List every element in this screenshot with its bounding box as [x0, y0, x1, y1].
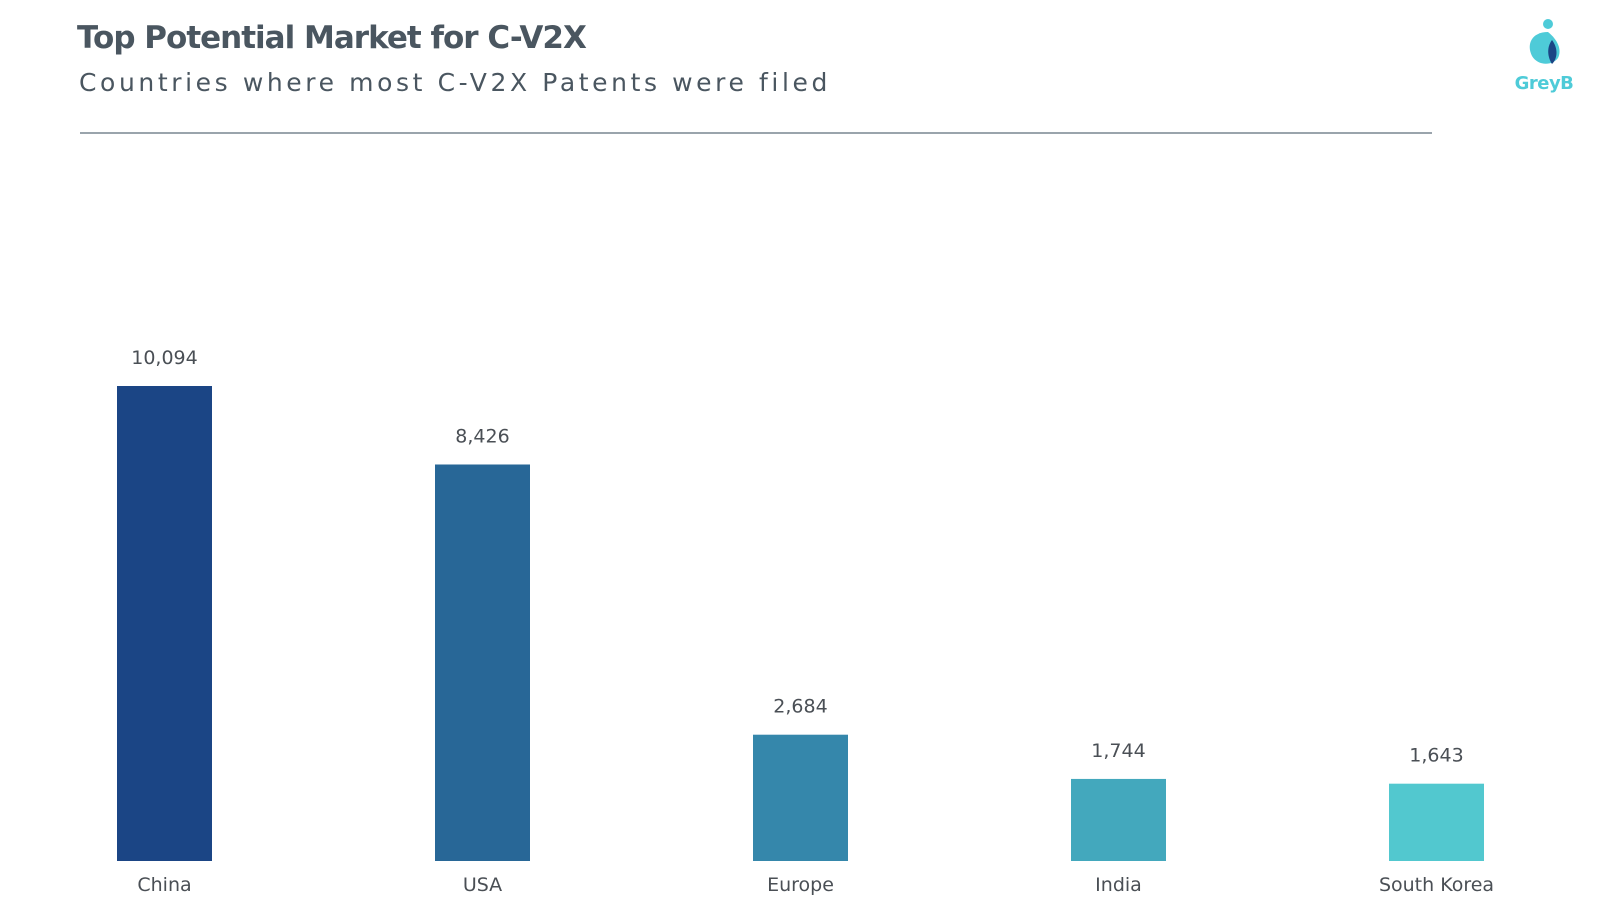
chart-title: Top Potential Market for C-V2X	[77, 20, 587, 56]
category-label: India	[1095, 874, 1142, 896]
category-label: Europe	[767, 874, 834, 896]
category-label: China	[137, 874, 191, 896]
bar-value-label: 8,426	[455, 425, 509, 447]
category-label: South Korea	[1379, 874, 1494, 896]
chart-subtitle: Countries where most C-V2X Patents were …	[79, 68, 831, 97]
logo-text: GreyB	[1514, 73, 1574, 94]
bar-europe	[753, 734, 848, 861]
bar-value-label: 1,643	[1409, 745, 1463, 767]
bar-value-label: 2,684	[773, 696, 827, 718]
header-divider	[80, 132, 1432, 134]
bar-india	[1071, 778, 1166, 861]
bar-china	[117, 386, 212, 861]
bar-usa	[435, 464, 530, 861]
bar-south-korea	[1389, 783, 1484, 861]
greyb-logo-icon	[1529, 19, 1560, 64]
bar-value-label: 10,094	[131, 347, 197, 369]
category-label: USA	[463, 874, 502, 896]
bar-value-label: 1,744	[1091, 740, 1145, 762]
